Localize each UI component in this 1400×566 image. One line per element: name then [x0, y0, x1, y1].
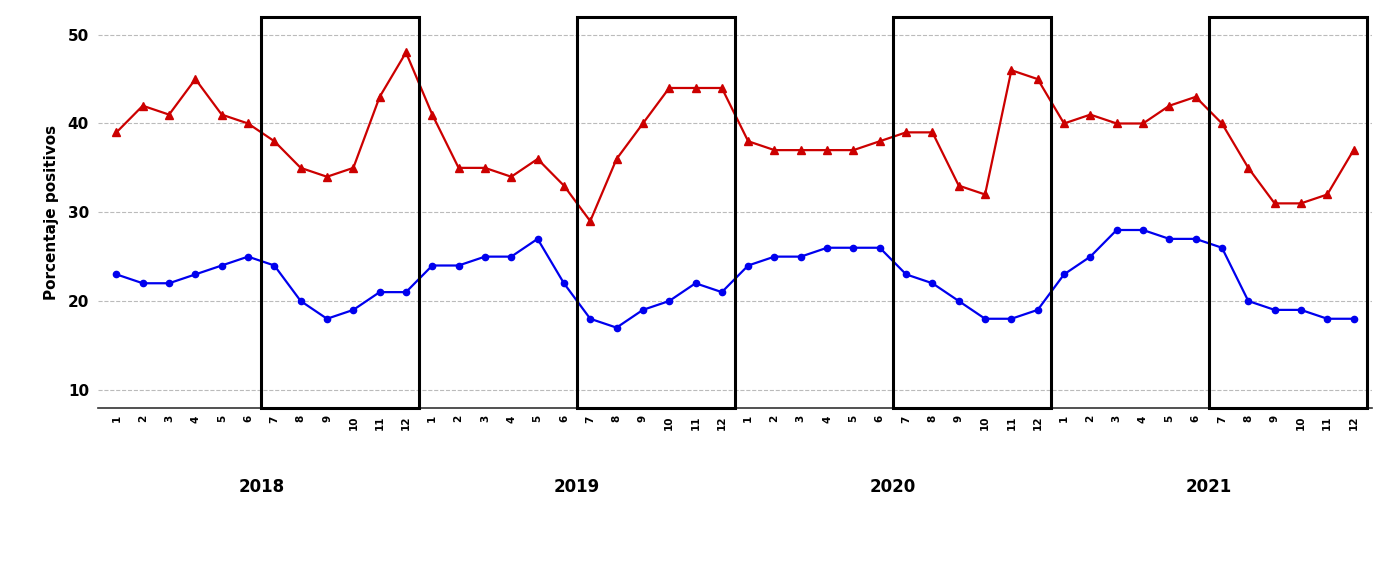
Text: 2018: 2018: [238, 478, 284, 496]
Text: 2019: 2019: [554, 478, 601, 496]
Bar: [1208, 17, 1366, 408]
Bar: [577, 17, 735, 408]
Bar: [262, 17, 419, 408]
Text: 2020: 2020: [869, 478, 916, 496]
Bar: [893, 17, 1051, 408]
Text: 2021: 2021: [1186, 478, 1232, 496]
Y-axis label: Porcentaje positivos: Porcentaje positivos: [45, 125, 59, 300]
